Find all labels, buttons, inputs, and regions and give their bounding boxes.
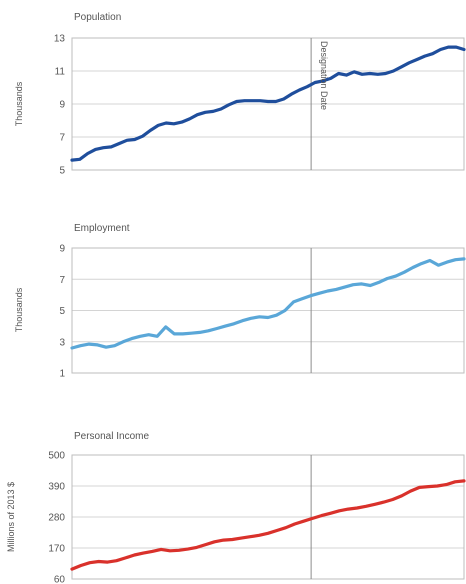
employment-series-line [70,257,466,350]
employment-y-axis-label: Thousands [14,287,24,332]
personal-income-chart: Personal Income 60 170 280 390 500 Millions o… [6,431,466,584]
population-y-tick-label: 13 [54,34,66,45]
personal-income-y-tick-label: 280 [48,513,65,524]
population-chart: Population 5 7 9 11 13 Thousands Designation D… [14,12,466,177]
population-plot-frame [71,37,465,171]
personal-income-y-tick-label: 500 [48,451,65,462]
personal-income-y-tick-label: 170 [48,544,65,555]
employment-y-tick-label: 3 [59,337,65,348]
personal-income-chart-title: Personal Income [74,431,149,442]
population-y-tick-label: 11 [55,67,66,78]
population-series-line [70,45,466,162]
population-y-tick-label: 7 [59,133,65,144]
population-chart-title: Population [74,12,121,23]
employment-plot-frame [71,247,465,374]
employment-y-tick-label: 7 [59,275,65,286]
population-y-tick-label: 9 [59,100,65,111]
employment-chart: Employment 1 3 5 7 9 Thousands [14,223,466,380]
population-y-axis-label: Thousands [14,81,24,126]
employment-y-tick-label: 5 [59,306,65,317]
personal-income-series-line [70,479,466,571]
personal-income-plot-frame [71,454,465,580]
personal-income-y-axis-label: Millions of 2013 $ [6,482,16,552]
designation-date-label: Designation Date [319,41,329,110]
population-y-tick-label: 5 [59,166,65,177]
employment-y-tick-label: 9 [59,244,65,255]
personal-income-y-tick-label: 390 [48,482,65,493]
employment-chart-title: Employment [74,223,130,234]
employment-y-tick-label: 1 [59,369,65,380]
personal-income-y-tick-label: 60 [54,575,66,584]
